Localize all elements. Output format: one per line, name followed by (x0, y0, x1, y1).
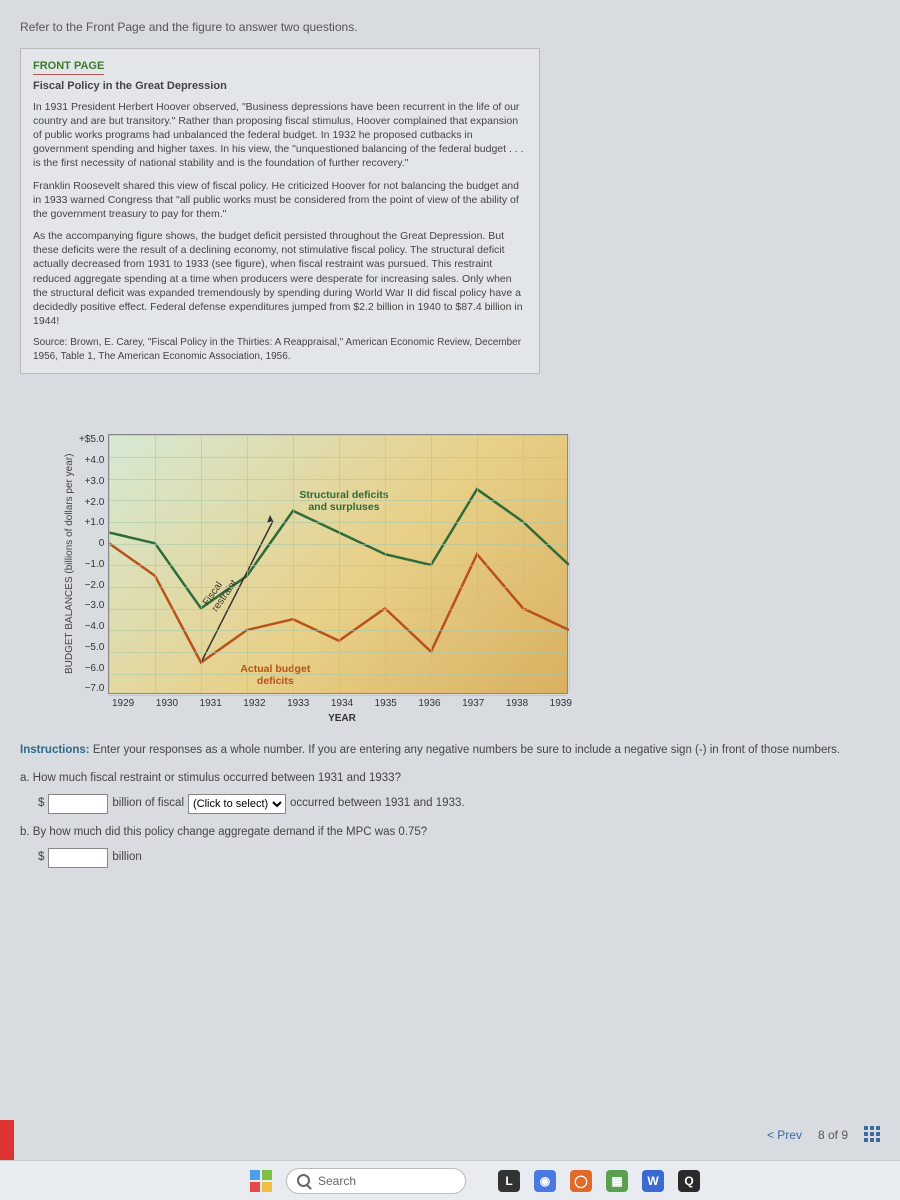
tray-icon-1[interactable]: L (498, 1170, 520, 1192)
search-placeholder: Search (318, 1174, 356, 1188)
answer-b-input[interactable] (48, 848, 108, 868)
front-page-p3: As the accompanying figure shows, the bu… (33, 229, 527, 328)
question-a: a. How much fiscal restraint or stimulus… (20, 770, 880, 788)
chart-plot-area: Structural deficitsand surpluses Actual … (108, 434, 568, 694)
answer-a-input[interactable] (48, 794, 108, 814)
front-page-panel: FRONT PAGE Fiscal Policy in the Great De… (20, 48, 540, 374)
left-edge-tab (0, 1120, 14, 1160)
front-page-header: FRONT PAGE (33, 59, 104, 75)
grid-icon[interactable] (864, 1126, 882, 1144)
tray-icon-3[interactable]: ◯ (570, 1170, 592, 1192)
qa-mid1: billion of fiscal (112, 795, 184, 813)
tray-icon-4[interactable]: ▦ (606, 1170, 628, 1192)
windows-start-icon[interactable] (250, 1170, 272, 1192)
tray-icon-2[interactable]: ◉ (534, 1170, 556, 1192)
question-b: b. By how much did this policy change ag… (20, 824, 880, 842)
chart-xticks: 1929193019311932193319341935193619371938… (112, 694, 572, 709)
answer-a-select[interactable]: (Click to select) (188, 794, 286, 814)
actual-label: Actual budgetdeficits (240, 663, 310, 687)
qa-mid2: occurred between 1931 and 1933. (290, 795, 465, 813)
question-nav: < Prev 8 of 9 (767, 1126, 882, 1144)
intro-text: Refer to the Front Page and the figure t… (20, 20, 880, 34)
instructions-block: Instructions: Enter your responses as a … (20, 742, 880, 867)
prev-button[interactable]: < Prev (767, 1128, 802, 1142)
dollar-sign-b: $ (38, 849, 44, 867)
chart-container: BUDGET BALANCES (billions of dollars per… (60, 434, 620, 724)
nav-counter: 8 of 9 (818, 1128, 848, 1142)
front-page-title: Fiscal Policy in the Great Depression (33, 79, 527, 94)
chart-yticks: +$5.0+4.0+3.0+2.0+1.00−1.0−2.0−3.0−4.0−5… (79, 434, 108, 694)
tray-icon-6[interactable]: Q (678, 1170, 700, 1192)
chart-ylabel: BUDGET BALANCES (billions of dollars per… (60, 434, 79, 694)
qb-unit: billion (112, 849, 141, 867)
search-icon (297, 1174, 310, 1187)
chart-xlabel: YEAR (112, 713, 572, 724)
instructions-text: Enter your responses as a whole number. … (93, 744, 840, 756)
taskbar: Search L ◉ ◯ ▦ W Q (0, 1160, 900, 1200)
structural-label: Structural deficitsand surpluses (299, 489, 388, 513)
tray-icon-5[interactable]: W (642, 1170, 664, 1192)
instructions-lead: Instructions: (20, 744, 90, 756)
front-page-p2: Franklin Roosevelt shared this view of f… (33, 179, 527, 222)
dollar-sign: $ (38, 795, 44, 813)
front-page-p1: In 1931 President Herbert Hoover observe… (33, 100, 527, 171)
front-page-source: Source: Brown, E. Carey, "Fiscal Policy … (33, 336, 527, 363)
taskbar-search[interactable]: Search (286, 1168, 466, 1194)
